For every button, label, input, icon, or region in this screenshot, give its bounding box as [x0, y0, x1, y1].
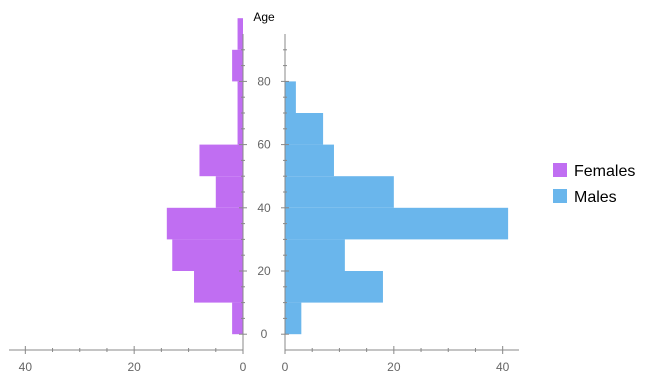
- males-bar: [285, 145, 334, 177]
- males-x-tick-label: 20: [387, 360, 401, 374]
- males-x-tick-label: 40: [496, 360, 510, 374]
- legend-label-females: Females: [574, 163, 635, 180]
- males-bar: [285, 176, 394, 208]
- males-bar: [285, 239, 345, 271]
- legend: Females Males: [553, 163, 635, 206]
- males-bar: [285, 271, 383, 303]
- age-tick-label: 40: [257, 201, 271, 215]
- females-x-tick-label: 20: [127, 360, 141, 374]
- age-tick-label: 80: [257, 74, 271, 88]
- males-bars: [285, 81, 508, 334]
- legend-swatch-females: [553, 163, 567, 177]
- females-bar: [167, 208, 243, 240]
- males-bar: [285, 208, 508, 240]
- females-x-tick-label: 0: [240, 360, 247, 374]
- females-bar: [194, 271, 243, 303]
- males-bar: [285, 303, 301, 335]
- age-tick-label: 20: [257, 264, 271, 278]
- females-bar: [216, 176, 243, 208]
- females-bar: [172, 239, 243, 271]
- females-bar: [238, 18, 243, 50]
- females-bars: [167, 18, 243, 334]
- age-tick-label: 0: [261, 327, 268, 341]
- males-x-tick-label: 0: [282, 360, 289, 374]
- axes: 40 20 0 0 20 40 0 20 40 60 80: [9, 34, 519, 374]
- legend-swatch-males: [553, 189, 567, 203]
- legend-label-males: Males: [574, 189, 617, 206]
- age-axis-title: Age: [253, 10, 275, 24]
- females-x-tick-label: 40: [19, 360, 33, 374]
- females-bar: [199, 145, 243, 177]
- males-bar: [285, 113, 323, 145]
- age-tick-label: 60: [257, 138, 271, 152]
